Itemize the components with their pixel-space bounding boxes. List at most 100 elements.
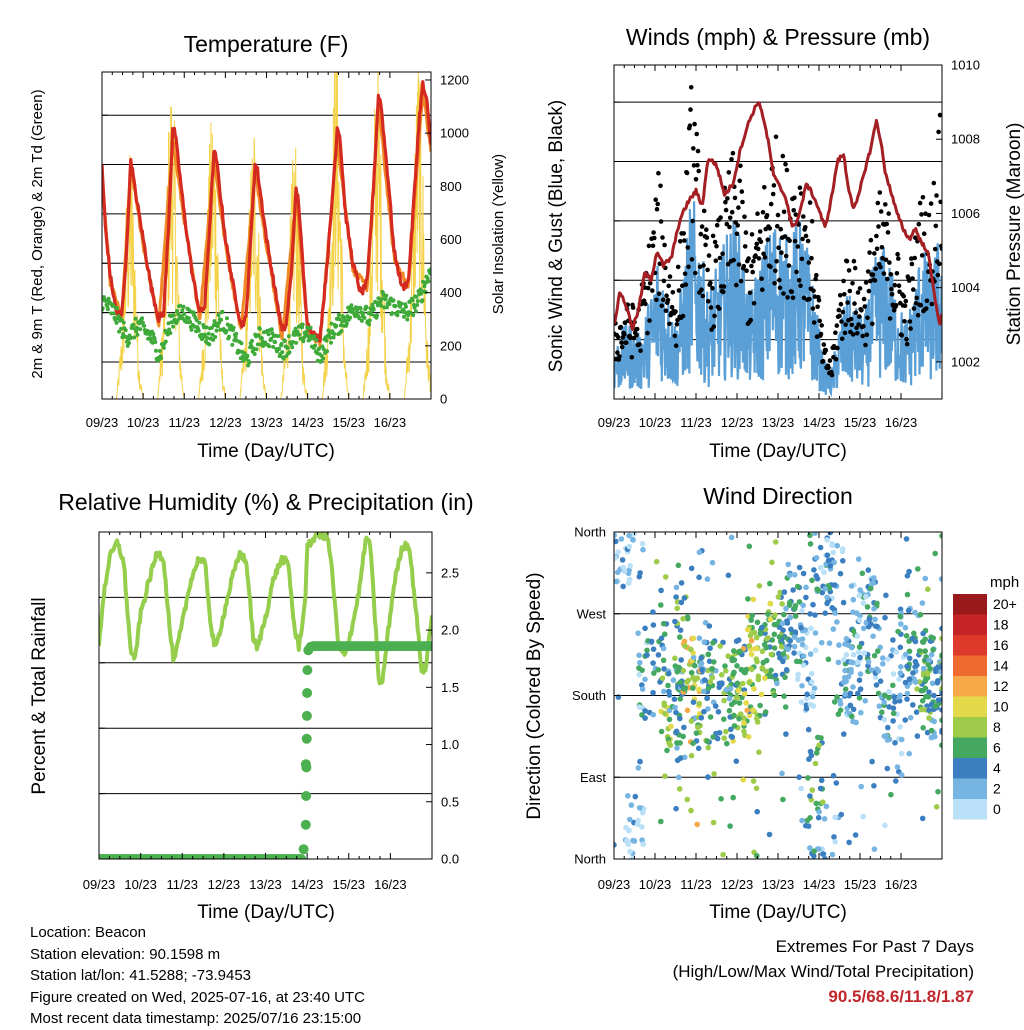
gust-point (690, 218, 695, 224)
wind-direction-point (813, 750, 820, 756)
wind-direction-point (640, 809, 646, 816)
dewpoint-point (215, 324, 220, 329)
gust-point (849, 322, 855, 328)
wind-direction-point (765, 611, 771, 617)
wind-direction-point (874, 623, 880, 630)
gust-point (760, 287, 765, 293)
wind-direction-point (923, 693, 929, 700)
gust-point (860, 333, 865, 339)
wind-direction-point (871, 605, 877, 612)
wind-direction-point (885, 724, 891, 731)
x-tick-label: 10/23 (124, 877, 157, 892)
wind-direction-point (629, 856, 635, 859)
wind-direction-point (763, 668, 769, 674)
gust-point (811, 288, 816, 294)
dewpoint-point (396, 309, 401, 314)
wind-direction-point (624, 837, 630, 844)
wind-direction-point (894, 764, 901, 770)
dewpoint-point (371, 307, 376, 312)
dewpoint-point (324, 338, 329, 343)
gust-point (706, 253, 712, 258)
wind-direction-point (726, 695, 733, 702)
y-tick-label: 0 (599, 392, 606, 407)
gust-point (726, 170, 732, 175)
gust-point (918, 302, 924, 308)
dewpoint-point (166, 321, 171, 326)
wind-direction-point (741, 691, 748, 697)
y-tick-label: 72.0 (69, 305, 94, 320)
gust-point (834, 323, 840, 328)
wind-direction-point (696, 549, 703, 556)
wind-direction-panel: Wind Direction North East South West North 09… (524, 483, 1019, 923)
wind-direction-point (690, 699, 697, 705)
wind-direction-point (840, 558, 846, 564)
wind-direction-point (820, 851, 827, 857)
temp-2m-line (102, 80, 431, 343)
dewpoint-point (414, 294, 419, 299)
dewpoint-point (219, 317, 224, 322)
wind-direction-point (672, 704, 678, 711)
wind-direction-point (659, 675, 666, 681)
wind-direction-point (850, 706, 857, 713)
wind-direction-point (914, 662, 920, 668)
wind-direction-point (737, 648, 743, 655)
wind-direction-point (928, 727, 935, 734)
wind-direction-point (902, 624, 909, 631)
gust-point (634, 326, 640, 332)
wind-direction-point (848, 644, 855, 651)
gust-point (916, 221, 922, 227)
wind-direction-point (767, 616, 774, 623)
wind-direction-point (626, 576, 633, 583)
wind-direction-point (922, 575, 929, 582)
wind-direction-point (637, 758, 643, 765)
solar-insolation-line (102, 72, 431, 399)
wind-direction-point (886, 688, 892, 695)
wind-direction-point (855, 556, 862, 562)
wind-direction-point (728, 534, 735, 541)
gust-point (857, 286, 863, 291)
gust-point (819, 323, 824, 328)
wind-direction-point (746, 643, 753, 649)
gust-point (827, 358, 833, 363)
wind-direction-point (817, 544, 824, 551)
wind-direction-point (903, 633, 910, 639)
gust-point (856, 322, 861, 327)
gust-point (687, 123, 693, 128)
wind-direction-point (794, 676, 801, 682)
wind-direction-point (784, 620, 791, 626)
wind-direction-title: Wind Direction (703, 483, 853, 509)
wind-direction-point (855, 690, 861, 697)
wind-direction-point (688, 752, 695, 759)
dewpoint-point (245, 353, 250, 358)
dewpoint-point (225, 316, 229, 321)
wind-direction-point (842, 667, 848, 674)
wind-direction-point (871, 783, 877, 789)
wind-direction-point (662, 710, 668, 717)
gust-point (643, 301, 648, 307)
dewpoint-point (197, 320, 202, 325)
gust-point (618, 324, 624, 330)
dewpoint-point (280, 350, 285, 355)
gust-series (614, 85, 942, 378)
dewpoint-point (259, 336, 264, 341)
wind-direction-point (904, 591, 911, 598)
wind-direction-point (848, 659, 854, 665)
gust-point (727, 224, 732, 230)
wind-direction-point (928, 651, 935, 658)
gust-point (807, 296, 812, 302)
gust-point (829, 372, 835, 378)
wind-direction-point (935, 788, 941, 795)
dewpoint-point (428, 271, 431, 276)
gust-point (910, 276, 915, 281)
wind-direction-point (664, 747, 670, 754)
wind-direction-point (883, 592, 889, 599)
wind-direction-point (799, 608, 805, 614)
wind-direction-point (857, 654, 863, 661)
dewpoint-point (171, 313, 176, 318)
gust-point (663, 308, 669, 314)
temperature-plot-area: 68.0 72.0 76.0 80.0 84.0 88.0 (69, 72, 431, 399)
gust-point (908, 326, 913, 331)
wind-direction-point (832, 814, 838, 821)
rh-ticks: 09/23 10/23 11/23 12/23 13/23 14/23 15/23 16/23… (83, 532, 459, 892)
dewpoint-point (285, 346, 290, 350)
